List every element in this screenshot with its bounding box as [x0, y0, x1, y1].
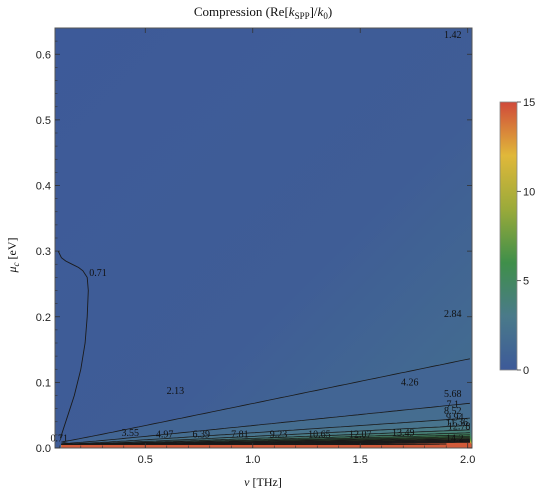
- colorbar-tick-label: 5: [523, 276, 529, 288]
- plot-area: 1.42 0.71 2.84 2.13 4.26 5.687.18.529.9411.36…: [51, 27, 473, 449]
- y-tick-label: 0.0: [36, 443, 51, 455]
- contour-label: 10.65: [308, 430, 331, 441]
- y-tick-label: 0.6: [36, 49, 51, 61]
- x-axis-label: ν [THz]: [244, 475, 282, 489]
- contour-label: 3.55: [121, 428, 139, 439]
- contour-line: [61, 425, 470, 445]
- contour-lines: [57, 250, 470, 445]
- x-tick-label: 2.0: [460, 454, 475, 466]
- y-axis: 0.0 0.1 0.2 0.3 0.4 0.5 0.6: [36, 40, 472, 455]
- chart-title: Compression (Re[kSPP]/k0): [194, 4, 332, 21]
- contour-label: 5.68: [444, 389, 462, 400]
- x-tick-label: 0.5: [138, 454, 153, 466]
- contour-label: 2.13: [167, 386, 185, 397]
- contour-label: 11.36: [446, 418, 468, 429]
- contour-label: 9.23: [270, 430, 288, 441]
- colorbar-ticks: 0 5 10 15: [517, 97, 535, 377]
- y-tick-label: 0.5: [36, 115, 51, 127]
- contour-label: 8.52: [444, 406, 462, 417]
- colorbar-tick-label: 0: [523, 365, 529, 377]
- contour-label: 4.97: [156, 430, 174, 441]
- contour-label: 0.71: [89, 268, 107, 279]
- contour-line: [61, 358, 470, 445]
- contour-line: [61, 402, 470, 445]
- contour-label: 6.39: [192, 430, 210, 441]
- y-tick-label: 0.2: [36, 312, 51, 324]
- contour-label: 7.1: [446, 399, 459, 410]
- colorbar-gradient: [499, 101, 518, 371]
- colorbar-tick-label: 15: [523, 97, 535, 109]
- x-tick-label: 1.5: [353, 454, 368, 466]
- contour-line: [61, 429, 470, 445]
- contour-label: 4.26: [401, 378, 419, 389]
- y-axis-label: μc [eV]: [5, 237, 21, 273]
- colorbar: 0 5 10 15: [499, 97, 535, 377]
- y-tick-label: 0.1: [36, 377, 51, 389]
- x-axis: 0.5 1.0 1.5 2.0: [58, 28, 475, 466]
- contour-label: 9.94: [446, 412, 464, 423]
- x-tick-label: 1.0: [245, 454, 260, 466]
- contour-label: 1.42: [444, 30, 462, 41]
- contour-label: 12.07: [349, 430, 372, 441]
- contour-label: 0.71: [51, 433, 69, 444]
- contour-label: 13.49: [392, 428, 415, 439]
- y-tick-label: 0.4: [36, 181, 51, 193]
- contour-line: [61, 417, 470, 445]
- contour-line: [61, 441, 470, 445]
- contour-label: 14.2: [446, 433, 464, 444]
- contour-label: 7.81: [231, 430, 249, 441]
- y-tick-label: 0.3: [36, 246, 51, 258]
- colorbar-tick-label: 10: [523, 186, 535, 198]
- contour-labels: 1.42 0.71 2.84 2.13 4.26 5.687.18.529.9411.36…: [51, 30, 471, 445]
- contour-label: 12.78: [448, 422, 471, 433]
- contour-line-0.71: [57, 250, 89, 439]
- contour-label: 2.84: [444, 309, 462, 320]
